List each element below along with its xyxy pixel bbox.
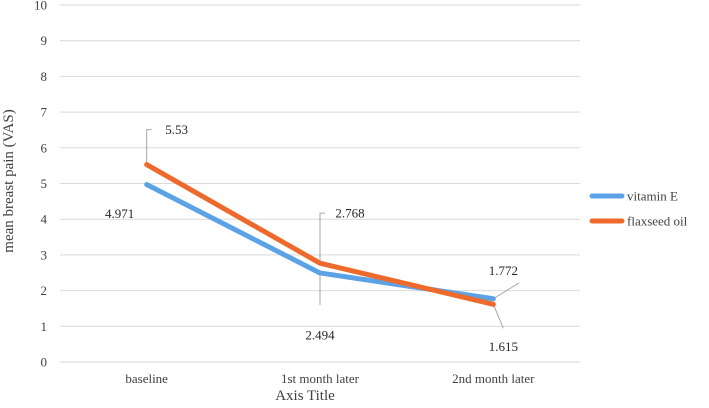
y-tick-label: 6 — [41, 140, 48, 155]
data-label: 2.494 — [305, 327, 335, 342]
y-axis-title: mean breast pain (VAS) — [1, 109, 17, 252]
gridlines — [60, 4, 580, 363]
y-tick-label: 9 — [41, 33, 48, 48]
label-leader-line — [492, 304, 504, 329]
x-tick-label: 1st month later — [281, 371, 360, 386]
x-axis-title: Axis Title — [275, 388, 335, 404]
data-label: 1.615 — [489, 339, 518, 354]
y-tick-label: 1 — [41, 319, 48, 334]
label-leader-line — [146, 129, 152, 165]
x-tick-label: 2nd month later — [452, 371, 535, 386]
y-tick-label: 0 — [41, 355, 48, 370]
y-axis-ticks: 0 1 2 3 4 5 6 7 8 9 10 — [34, 0, 48, 370]
data-label: 5.53 — [165, 122, 188, 137]
y-tick-label: 5 — [41, 176, 48, 191]
legend-label: flaxseed oil — [627, 214, 688, 229]
y-tick-label: 10 — [34, 0, 47, 13]
y-tick-label: 7 — [41, 105, 48, 120]
legend: vitamin E flaxseed oil — [589, 189, 688, 229]
data-label: 4.971 — [105, 206, 134, 221]
x-tick-label: baseline — [125, 371, 168, 386]
y-tick-label: 3 — [41, 247, 48, 262]
data-label: 1.772 — [489, 263, 518, 278]
series-lines — [144, 162, 496, 307]
label-leader-line — [319, 212, 325, 264]
series-line — [144, 162, 496, 307]
data-label: 2.768 — [335, 206, 364, 221]
data-label-leaders — [146, 129, 520, 329]
y-tick-label: 2 — [41, 283, 48, 298]
y-tick-label: 8 — [41, 69, 48, 84]
data-labels: 4.971 2.494 1.772 5.53 2.768 1.615 — [105, 122, 518, 354]
x-axis-ticks: baseline 1st month later 2nd month later — [125, 371, 535, 386]
y-tick-label: 4 — [41, 212, 48, 227]
label-leader-line — [493, 282, 520, 300]
legend-label: vitamin E — [627, 189, 678, 204]
